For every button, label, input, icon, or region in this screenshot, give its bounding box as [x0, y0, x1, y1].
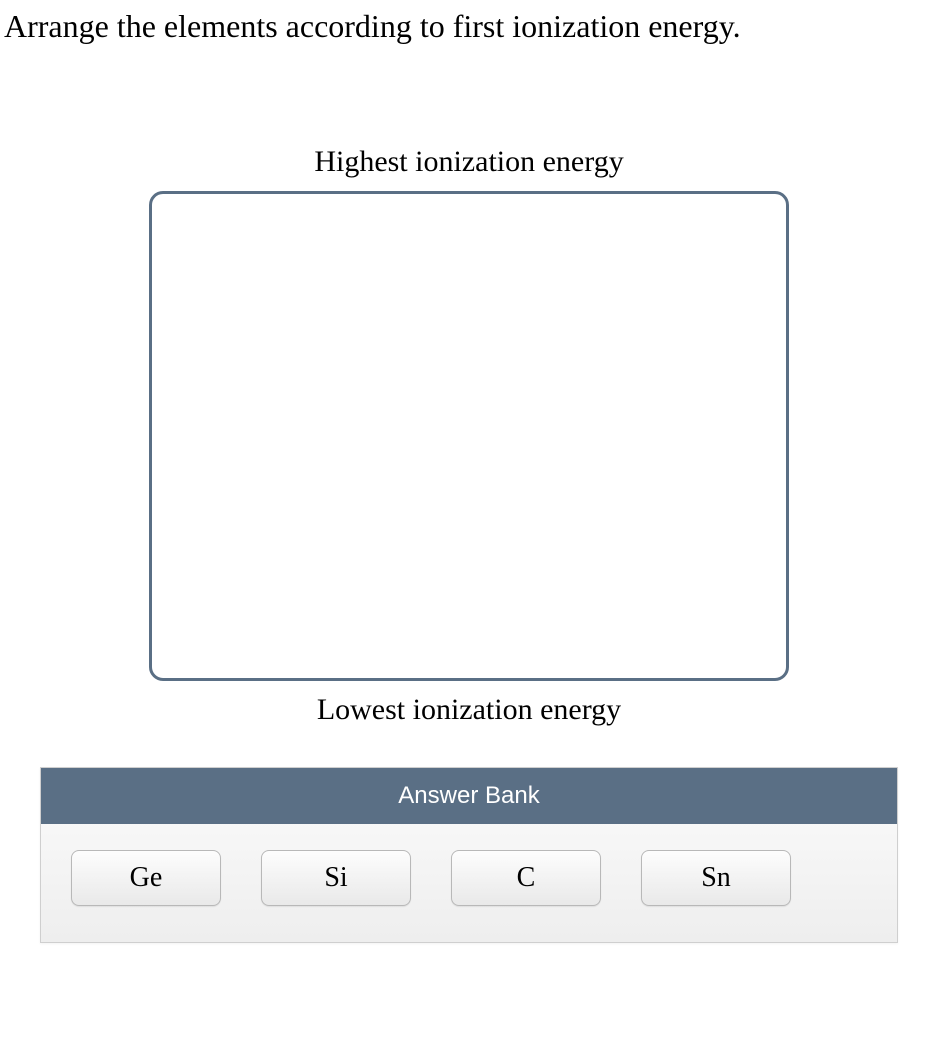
element-tile-si[interactable]: Si — [261, 850, 411, 906]
question-prompt: Arrange the elements according to first … — [0, 0, 938, 45]
element-tile-c[interactable]: C — [451, 850, 601, 906]
answer-bank-header: Answer Bank — [41, 768, 897, 824]
element-tile-sn[interactable]: Sn — [641, 850, 791, 906]
ranking-dropzone[interactable] — [149, 191, 789, 681]
answer-bank: Answer Bank Ge Si C Sn — [40, 767, 898, 943]
answer-bank-items: Ge Si C Sn — [41, 824, 897, 942]
ranking-area: Highest ionization energy Lowest ionizat… — [0, 145, 938, 727]
element-tile-ge[interactable]: Ge — [71, 850, 221, 906]
rank-label-bottom: Lowest ionization energy — [317, 693, 621, 727]
rank-label-top: Highest ionization energy — [314, 145, 623, 179]
